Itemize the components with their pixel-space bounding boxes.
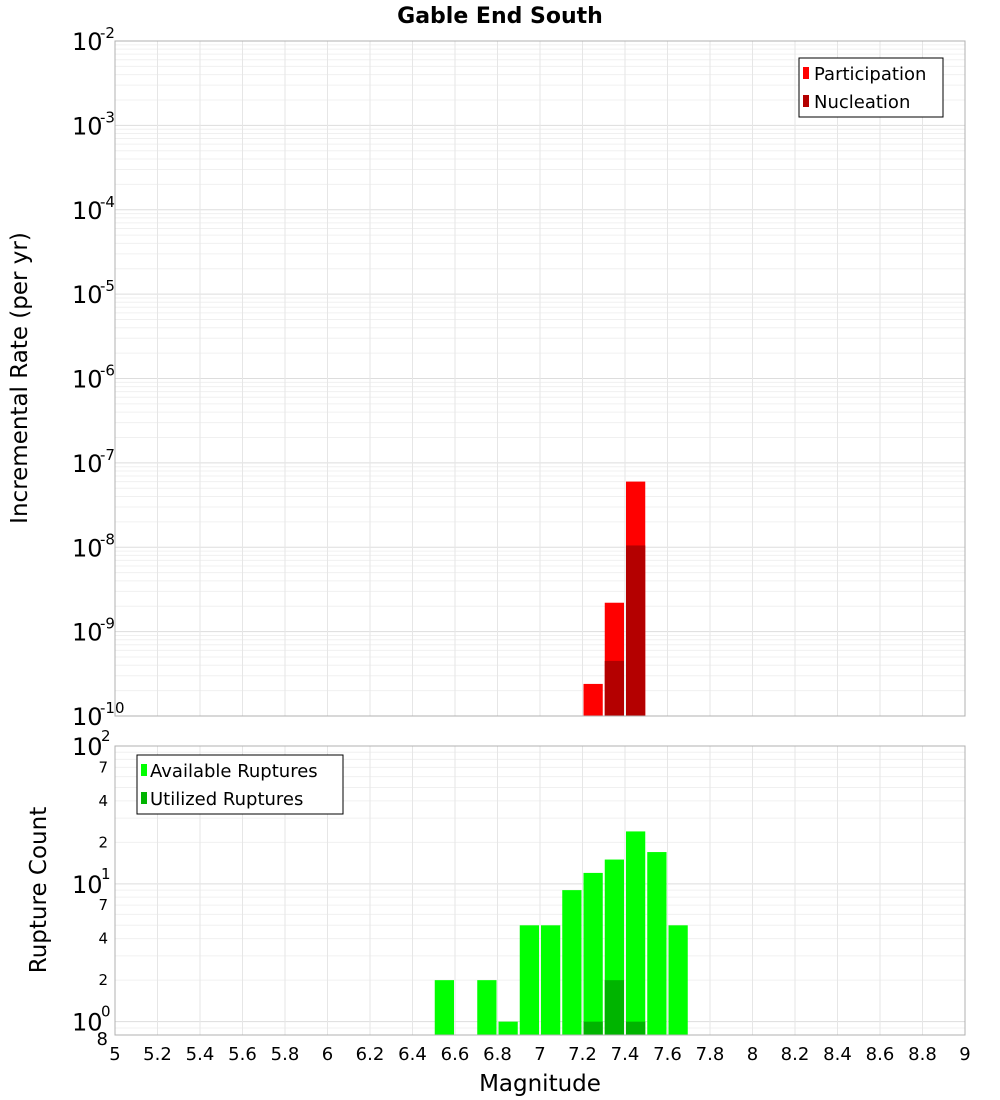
nucleation-legend-label: Nucleation bbox=[814, 92, 910, 113]
bottom-y-tick-base: 10 bbox=[72, 1009, 103, 1037]
x-tick-label: 5.2 bbox=[143, 1044, 172, 1065]
top-y-tick-exponent: -8 bbox=[100, 530, 115, 548]
x-tick-label: 7.4 bbox=[611, 1044, 640, 1065]
top-y-tick-base: 10 bbox=[72, 534, 103, 562]
x-tick-label: 7.6 bbox=[653, 1044, 682, 1065]
bottom-legend-box bbox=[136, 754, 344, 815]
top-y-tick-exponent: -10 bbox=[100, 699, 125, 717]
top-y-tick-base: 10 bbox=[72, 197, 103, 225]
bottom-y-tick-exponent: 1 bbox=[101, 865, 111, 883]
x-tick-labels: 5 5.2 5.4 5.6 5.8 6 6.2 6.4 6.6 6.8 7 7.2 7.4 7.6 7.8 8… bbox=[109, 1044, 970, 1065]
top-y-tick-exponent: -6 bbox=[100, 362, 115, 380]
top-y-tick-exponent: -9 bbox=[100, 615, 115, 633]
top-y-tick-base: 10 bbox=[72, 619, 103, 647]
utilized-ruptures-legend-swatch bbox=[141, 792, 147, 804]
top-legend: Participation Nucleation bbox=[798, 57, 944, 118]
bottom-y-minor-tick-label: 7 bbox=[98, 758, 108, 776]
top-panel-bars bbox=[583, 481, 646, 716]
nucleation-bar bbox=[626, 545, 646, 716]
available-ruptures-bar bbox=[583, 872, 603, 1035]
x-tick-label: 6 bbox=[322, 1044, 333, 1065]
x-tick-label: 8.6 bbox=[866, 1044, 895, 1065]
bottom-y-tick-exponent: 2 bbox=[101, 727, 111, 745]
participation-bar bbox=[583, 683, 603, 716]
top-y-axis-label: Incremental Rate (per yr) bbox=[7, 232, 33, 524]
x-tick-label: 8.2 bbox=[781, 1044, 810, 1065]
top-y-tick-exponent: -7 bbox=[100, 446, 115, 464]
bottom-y-minor-tick-label: 4 bbox=[98, 792, 108, 810]
participation-legend-swatch bbox=[803, 67, 809, 79]
bottom-y-tick-exponent: 0 bbox=[101, 1003, 111, 1021]
available-ruptures-bar bbox=[541, 925, 561, 1035]
utilized-ruptures-bar bbox=[626, 1021, 646, 1035]
top-y-tick-exponent: -3 bbox=[100, 108, 115, 126]
x-tick-label: 8.8 bbox=[908, 1044, 937, 1065]
nucleation-bar bbox=[604, 660, 624, 716]
bottom-y-minor-tick-label: 4 bbox=[98, 930, 108, 948]
top-y-tick-base: 10 bbox=[72, 450, 103, 478]
available-ruptures-bar bbox=[647, 852, 667, 1035]
x-tick-label: 7.2 bbox=[568, 1044, 597, 1065]
x-tick-label: 8.4 bbox=[823, 1044, 852, 1065]
top-y-tick-base: 10 bbox=[72, 366, 103, 394]
top-y-tick-base: 10 bbox=[72, 703, 103, 731]
x-tick-label: 6.4 bbox=[398, 1044, 427, 1065]
x-tick-label: 9 bbox=[959, 1044, 970, 1065]
top-plot-frame bbox=[114, 40, 966, 717]
bottom-legend: Available Ruptures Utilized Ruptures bbox=[136, 754, 344, 815]
top-y-tick-exponent: -5 bbox=[100, 277, 115, 295]
utilized-ruptures-bar bbox=[583, 1021, 603, 1035]
nucleation-legend-swatch bbox=[803, 95, 809, 107]
top-y-tick-exponent: -4 bbox=[100, 193, 115, 211]
bottom-y-tick-base: 10 bbox=[72, 733, 103, 761]
bottom-y-axis-label: Rupture Count bbox=[26, 807, 52, 973]
available-ruptures-bar bbox=[519, 925, 539, 1035]
x-tick-label: 7.8 bbox=[696, 1044, 725, 1065]
x-tick-label: 7 bbox=[534, 1044, 545, 1065]
x-tick-label: 8 bbox=[747, 1044, 758, 1065]
x-axis-label: Magnitude bbox=[479, 1071, 601, 1097]
bottom-plot-frame bbox=[114, 745, 966, 1036]
top-panel-grid bbox=[114, 40, 966, 717]
bottom-panel-bars bbox=[434, 831, 688, 1035]
available-ruptures-bar bbox=[434, 980, 454, 1035]
top-legend-box bbox=[798, 57, 944, 118]
bottom-y-minor-tick-label: 8 bbox=[97, 1029, 108, 1050]
top-y-tick-base: 10 bbox=[72, 28, 103, 56]
available-ruptures-bar bbox=[668, 925, 688, 1035]
bottom-y-minor-tick-label: 2 bbox=[98, 971, 108, 989]
x-tick-label: 5.6 bbox=[228, 1044, 257, 1065]
bottom-y-tick-base: 10 bbox=[72, 871, 103, 899]
utilized-ruptures-legend-label: Utilized Ruptures bbox=[150, 789, 303, 810]
bottom-y-minor-tick-label: 7 bbox=[98, 896, 108, 914]
chart-title: Gable End South bbox=[397, 4, 603, 29]
top-y-tick-base: 10 bbox=[72, 112, 103, 140]
x-tick-label: 6.6 bbox=[441, 1044, 470, 1065]
available-ruptures-bar bbox=[498, 1021, 518, 1035]
x-tick-label: 5.8 bbox=[271, 1044, 300, 1065]
utilized-ruptures-bar bbox=[604, 980, 624, 1035]
x-tick-label: 5 bbox=[109, 1044, 120, 1065]
top-y-tick-exponent: -2 bbox=[100, 24, 115, 42]
available-ruptures-legend-label: Available Ruptures bbox=[150, 761, 318, 782]
x-tick-label: 6.8 bbox=[483, 1044, 512, 1065]
available-ruptures-bar bbox=[477, 980, 497, 1035]
top-y-tick-base: 10 bbox=[72, 281, 103, 309]
participation-legend-label: Participation bbox=[814, 64, 926, 85]
available-ruptures-bar bbox=[626, 831, 646, 1035]
bottom-y-minor-tick-label: 2 bbox=[98, 833, 108, 851]
x-tick-label: 5.4 bbox=[186, 1044, 215, 1065]
available-ruptures-bar bbox=[562, 890, 582, 1035]
available-ruptures-legend-swatch bbox=[141, 764, 147, 776]
x-tick-label: 6.2 bbox=[356, 1044, 385, 1065]
